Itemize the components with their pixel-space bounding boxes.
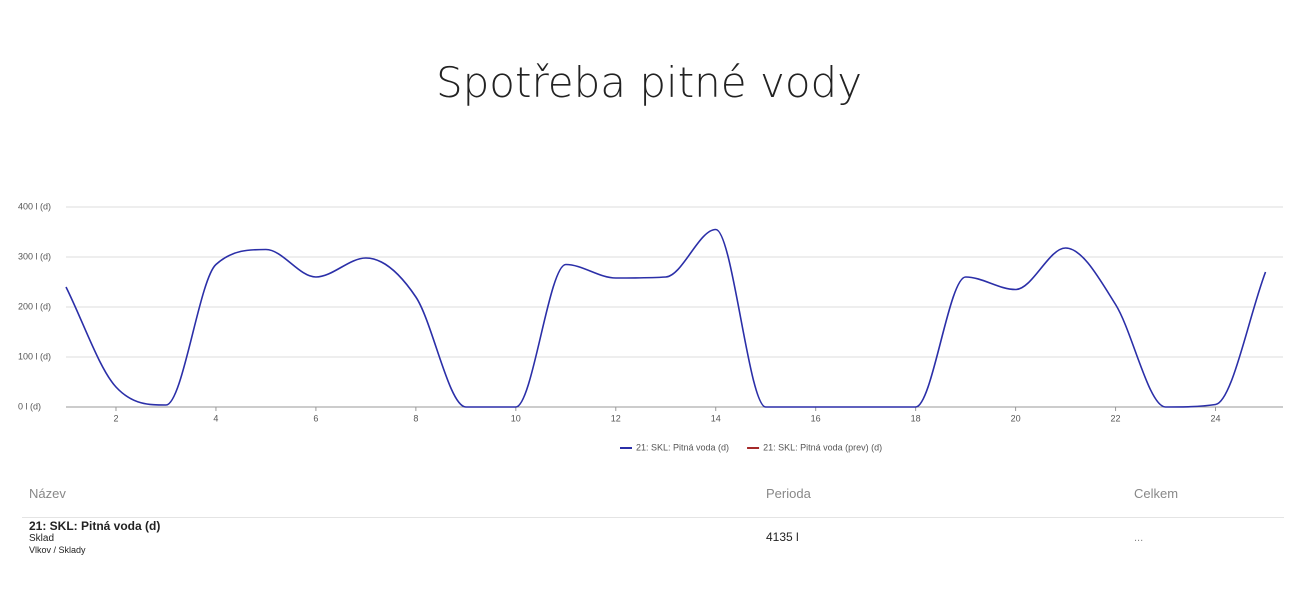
column-header: Celkem [1134, 486, 1179, 501]
y-tick-label: 0 l (d) [18, 401, 41, 411]
y-tick-label: 200 l (d) [18, 301, 51, 311]
y-tick-label: 400 l (d) [18, 201, 51, 211]
x-tick-label: 14 [711, 413, 721, 423]
x-tick-label: 12 [611, 413, 621, 423]
row-total: ... [1134, 532, 1144, 544]
chart: 0 l (d) 100 l (d) 200 l (d) 300 l (d) 400 l … [18, 201, 1283, 452]
series-line [65, 228, 1267, 408]
y-tick-label: 300 l (d) [18, 251, 51, 261]
x-tick-label: 20 [1011, 413, 1021, 423]
x-tick-label: 22 [1111, 413, 1121, 423]
row-category: Sklad [29, 533, 55, 544]
page-title: Spotřeba pitné vody [435, 58, 863, 107]
y-tick-label: 100 l (d) [18, 351, 51, 361]
divider [22, 517, 1284, 518]
x-tick-label: 16 [811, 413, 821, 423]
x-tick-label: 18 [911, 413, 921, 423]
row-period: 4135 l [766, 530, 799, 544]
row-location: Vlkov / Sklady [29, 545, 86, 555]
x-tick-label: 24 [1211, 413, 1221, 423]
x-tick-label: 4 [213, 413, 218, 423]
x-tick-label: 10 [511, 413, 521, 423]
x-tick-label: 8 [413, 413, 418, 423]
x-tick-label: 2 [113, 413, 118, 423]
x-tick-label: 6 [313, 413, 318, 423]
legend-label: 21: SKL: Pitná voda (d) [636, 442, 729, 452]
column-header: Název [29, 486, 66, 501]
legend-label: 21: SKL: Pitná voda (prev) (d) [763, 442, 882, 452]
column-header: Perioda [766, 486, 811, 501]
row-name: 21: SKL: Pitná voda (d) [29, 519, 161, 533]
